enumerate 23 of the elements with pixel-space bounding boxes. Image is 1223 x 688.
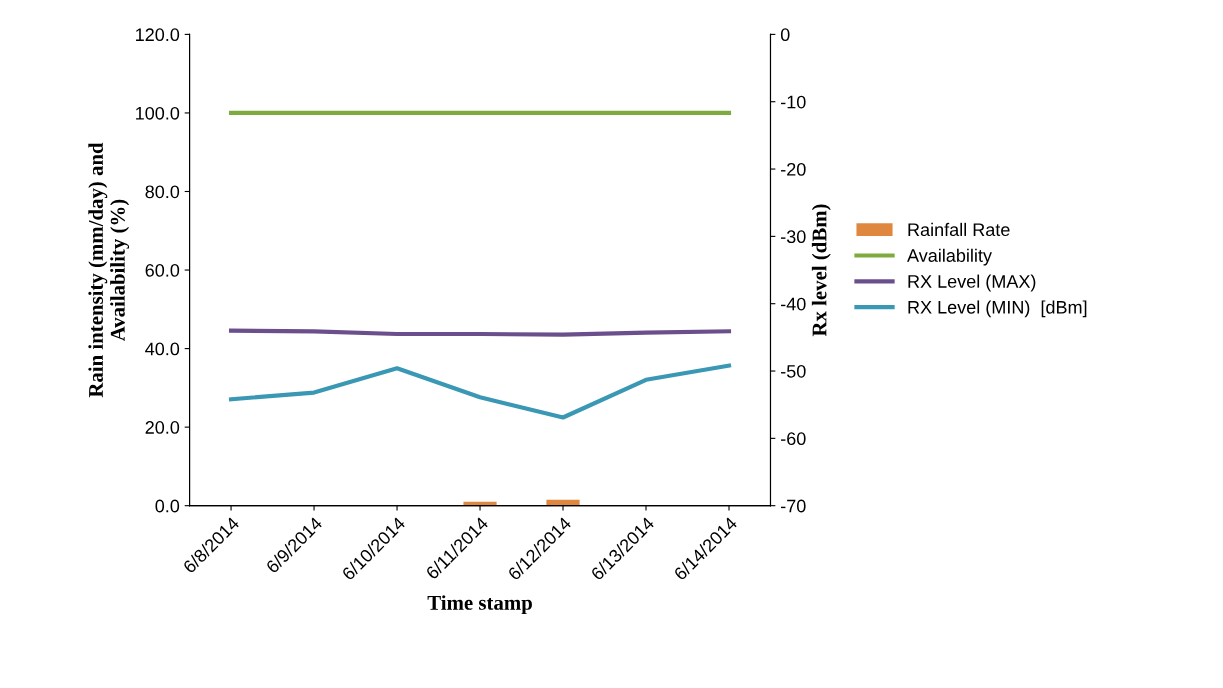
legend-label: RX Level (MIN) [dBm] <box>908 300 1087 318</box>
y2-tick-label: -20 <box>781 162 806 176</box>
y2-tick-label: -30 <box>781 230 806 244</box>
legend-label: Rainfall Rate <box>908 222 1010 237</box>
y-tick-label: 80.0 <box>145 185 180 199</box>
legend-label: RX Level (MAX) <box>908 274 1036 292</box>
y-tick-label: 20.0 <box>145 421 180 434</box>
y2-tick-label: -70 <box>781 499 806 513</box>
legend-label: Availability <box>907 248 992 266</box>
y-tick-label: 0.0 <box>155 499 180 513</box>
y2-tick-label: -10 <box>781 95 806 109</box>
y-tick-label: 100.0 <box>136 106 180 120</box>
y2-tick-label: 0 <box>780 28 790 42</box>
y2-tick-label: -50 <box>781 364 806 378</box>
y-tick-label: 120.0 <box>136 28 180 42</box>
y-axis-title: Rain intensity (mm/day) and Availability (%) <box>88 142 130 398</box>
y2-tick-label: -60 <box>781 432 806 446</box>
y2-axis-title: Rx level (dBm) <box>811 204 831 337</box>
line-series <box>228 363 732 420</box>
y-tick-label: 40.0 <box>145 342 180 356</box>
y2-tick-label: -40 <box>781 297 806 311</box>
y-tick-label: 60.0 <box>145 263 180 277</box>
x-axis-title: Time stamp <box>427 595 532 615</box>
